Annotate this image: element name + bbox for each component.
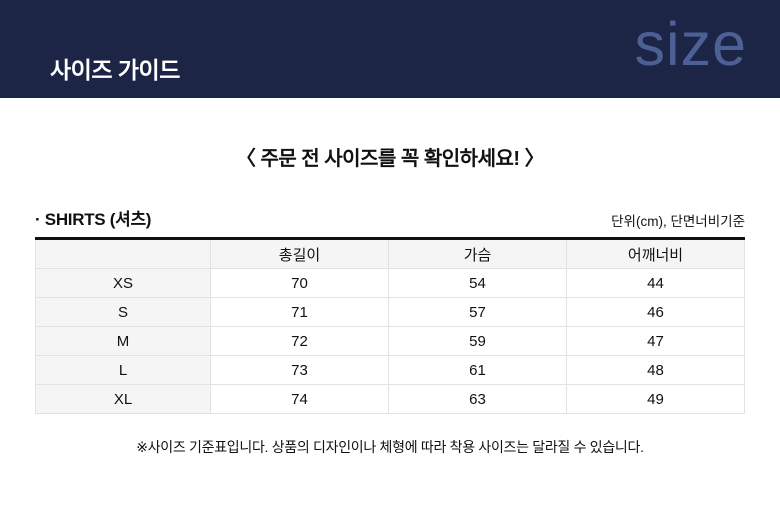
table-row: XS 70 54 44 — [35, 268, 745, 298]
value-chest: 63 — [388, 384, 567, 414]
value-chest: 59 — [388, 326, 567, 356]
value-total-length: 70 — [210, 268, 389, 298]
value-total-length: 74 — [210, 384, 389, 414]
size-guide-table: 총길이 가슴 어깨너비 XS 70 54 44 S 71 57 46 M 72 … — [35, 237, 745, 414]
size-wordmark: size — [634, 10, 747, 78]
value-shoulder: 46 — [566, 297, 745, 327]
header-cell-chest: 가슴 — [388, 238, 567, 269]
table-header-row: 총길이 가슴 어깨너비 — [35, 238, 745, 269]
page-title: 사이즈 가이드 — [50, 57, 180, 83]
size-label: L — [35, 355, 211, 385]
size-label: XS — [35, 268, 211, 298]
table-row: S 71 57 46 — [35, 297, 745, 327]
table-row: L 73 61 48 — [35, 355, 745, 385]
value-chest: 57 — [388, 297, 567, 327]
value-total-length: 71 — [210, 297, 389, 327]
header-bar: 사이즈 가이드 size — [0, 0, 780, 98]
header-cell-shoulder: 어깨너비 — [566, 238, 745, 269]
unit-note: 단위(cm), 단면너비기준 — [611, 214, 745, 229]
table-meta-row: · SHIRTS (셔츠) 단위(cm), 단면너비기준 — [35, 205, 745, 230]
size-label: M — [35, 326, 211, 356]
size-label: S — [35, 297, 211, 327]
table-row: XL 74 63 49 — [35, 384, 745, 414]
value-shoulder: 44 — [566, 268, 745, 298]
header-cell-size — [35, 238, 211, 269]
footnote-text: ※사이즈 기준표입니다. 상품의 디자인이나 체형에 따라 착용 사이즈는 달라… — [136, 439, 644, 455]
value-shoulder: 47 — [566, 326, 745, 356]
value-total-length: 73 — [210, 355, 389, 385]
value-total-length: 72 — [210, 326, 389, 356]
header-cell-total-length: 총길이 — [210, 238, 389, 269]
order-notice-text: 〈 주문 전 사이즈를 꼭 확인하세요! 〉 — [235, 148, 545, 170]
value-shoulder: 49 — [566, 384, 745, 414]
table-section-title: · SHIRTS (셔츠) — [35, 210, 152, 229]
value-shoulder: 48 — [566, 355, 745, 385]
table-row: M 72 59 47 — [35, 326, 745, 356]
value-chest: 54 — [388, 268, 567, 298]
value-chest: 61 — [388, 355, 567, 385]
size-label: XL — [35, 384, 211, 414]
